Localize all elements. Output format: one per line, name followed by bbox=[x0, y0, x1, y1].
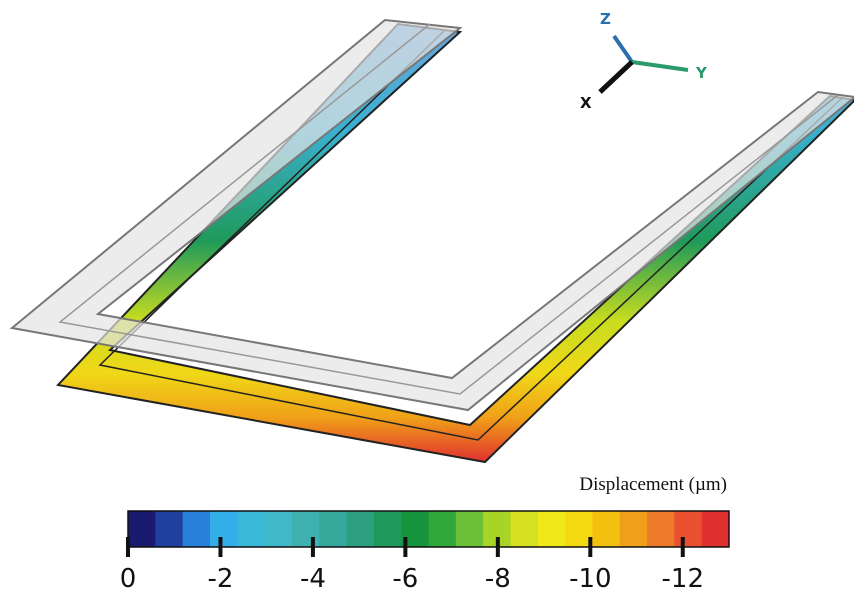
colorbar-segment bbox=[265, 511, 293, 547]
colorbar-segment bbox=[237, 511, 265, 547]
axis-z-label: Z bbox=[600, 10, 611, 28]
colorbar-segment bbox=[347, 511, 375, 547]
colorbar-segment bbox=[538, 511, 566, 547]
axis-x-label: X bbox=[580, 94, 592, 112]
colorbar-tick-label: -8 bbox=[485, 564, 511, 594]
colorbar-segment bbox=[374, 511, 402, 547]
axes-triad: Z Y X bbox=[580, 10, 708, 112]
colorbar-tick-label: -4 bbox=[300, 564, 326, 594]
colorbar-tick-label: -10 bbox=[569, 564, 611, 594]
colorbar: 0 -2 -4 -6 -8 -10 -12 bbox=[120, 511, 730, 594]
figure: Z Y X Displacement (µm) 0 -2 -4 -6 -8 -10 -12 bbox=[0, 0, 854, 594]
colorbar-segment bbox=[292, 511, 320, 547]
colorbar-segment bbox=[510, 511, 538, 547]
colorbar-segment bbox=[128, 511, 156, 547]
colorbar-segment bbox=[319, 511, 347, 547]
colorbar-segment bbox=[183, 511, 211, 547]
colorbar-segment bbox=[702, 511, 730, 547]
colorbar-segment bbox=[210, 511, 238, 547]
colorbar-tick-label: 0 bbox=[120, 564, 137, 594]
axis-y-label: Y bbox=[695, 64, 708, 82]
colorbar-tick-label: -12 bbox=[662, 564, 704, 594]
colorbar-segment bbox=[647, 511, 675, 547]
colorbar-tick-label: -2 bbox=[207, 564, 233, 594]
colorbar-segment bbox=[620, 511, 648, 547]
colorbar-segment bbox=[674, 511, 702, 547]
colorbar-tick-label: -6 bbox=[392, 564, 418, 594]
colorbar-label: Displacement (µm) bbox=[579, 474, 727, 495]
colorbar-segment bbox=[155, 511, 183, 547]
colorbar-segment bbox=[429, 511, 457, 547]
colorbar-segment bbox=[592, 511, 620, 547]
colorbar-segment bbox=[456, 511, 484, 547]
